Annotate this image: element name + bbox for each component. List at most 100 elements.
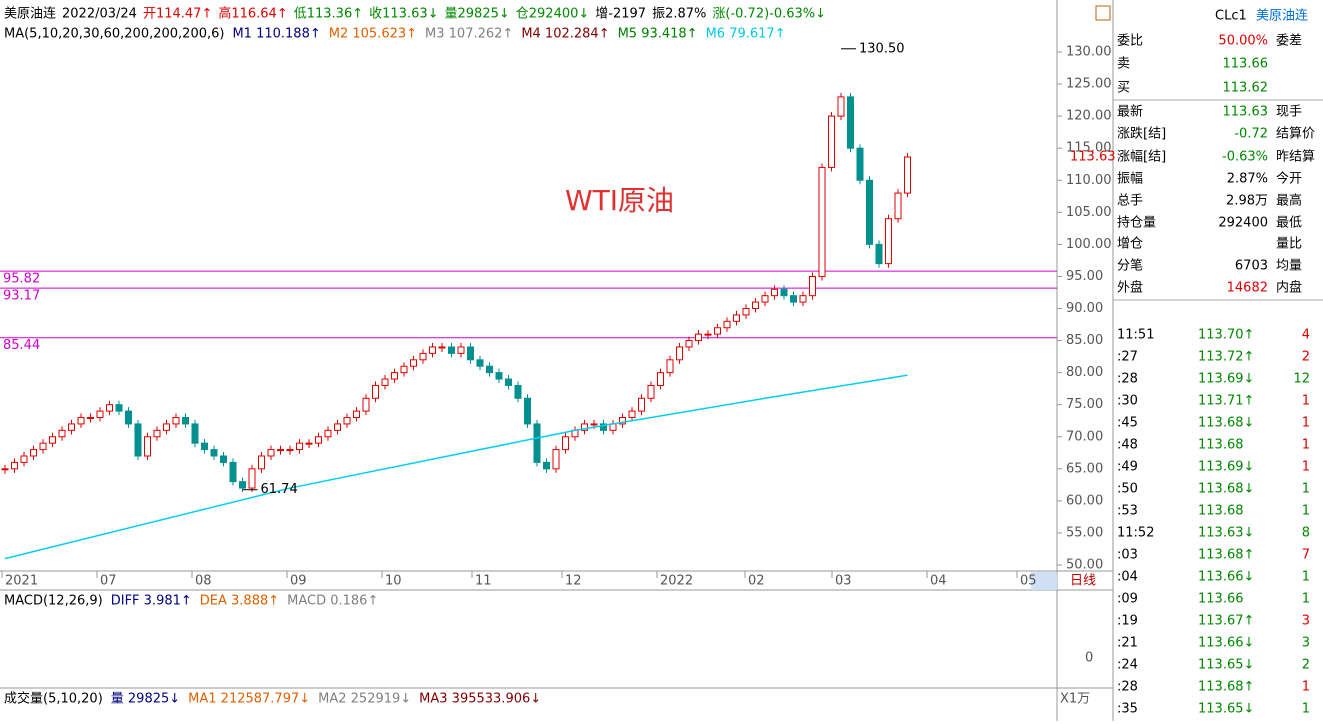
tick-time: :28 bbox=[1117, 680, 1138, 695]
tick-price: 113.70↑ bbox=[1198, 328, 1254, 343]
tick-price: 113.65↓ bbox=[1198, 702, 1254, 717]
row-right: 最高 bbox=[1276, 193, 1302, 209]
tick-price: 113.68↓ bbox=[1198, 416, 1254, 431]
row-value: -0.72 bbox=[1234, 127, 1268, 142]
candle bbox=[20, 455, 28, 463]
panel-name: 美原油连 bbox=[1256, 8, 1308, 24]
date-label: 02 bbox=[748, 574, 765, 589]
tick-price: 113.66 bbox=[1198, 592, 1244, 607]
candle bbox=[638, 397, 645, 412]
candle bbox=[324, 429, 332, 438]
tick-time: 11:51 bbox=[1117, 328, 1154, 343]
tick-price: 113.71↑ bbox=[1198, 394, 1254, 409]
header-text: M4 102.284↑ bbox=[521, 27, 609, 42]
row-right: 量比 bbox=[1276, 237, 1302, 252]
row-right: 结算价 bbox=[1276, 127, 1315, 142]
header-text: MA3 395533.906↓ bbox=[419, 692, 541, 707]
tick-time: :48 bbox=[1117, 438, 1138, 453]
y-tick-label: 65.00 bbox=[1066, 461, 1103, 476]
date-label: 09 bbox=[290, 574, 307, 589]
header-text: 开114.47↑ bbox=[143, 7, 212, 22]
tick-time: :03 bbox=[1117, 548, 1138, 563]
candle bbox=[229, 461, 237, 483]
candle bbox=[799, 295, 807, 303]
candle bbox=[258, 455, 265, 470]
level-label: 93.17 bbox=[3, 289, 40, 304]
row-label: 委比 bbox=[1117, 34, 1143, 49]
date-label: 2021 bbox=[5, 574, 38, 589]
candle bbox=[182, 417, 189, 425]
tick-volume: 1 bbox=[1302, 460, 1310, 475]
candle bbox=[875, 243, 883, 265]
candle bbox=[885, 218, 892, 265]
scroll-marker bbox=[1031, 572, 1057, 590]
header-text: 2022/03/24 bbox=[62, 7, 137, 22]
header-text: MA2 252919↓ bbox=[318, 692, 411, 707]
candle bbox=[267, 449, 275, 457]
tick-volume: 1 bbox=[1302, 438, 1310, 453]
tick-price: 113.68↑ bbox=[1198, 548, 1254, 563]
header-text: 高116.64↑ bbox=[218, 6, 287, 22]
y-tick-label: 60.00 bbox=[1066, 493, 1103, 508]
row-label: 卖 bbox=[1117, 57, 1130, 72]
candle bbox=[1, 468, 9, 471]
candle bbox=[125, 410, 132, 425]
y-tick-label: 100.00 bbox=[1066, 237, 1112, 252]
candle bbox=[191, 423, 199, 444]
tick-price: 113.68 bbox=[1198, 504, 1244, 519]
tick-time: :19 bbox=[1117, 614, 1138, 629]
tick-time: 11:52 bbox=[1117, 526, 1154, 541]
tick-time: :24 bbox=[1117, 658, 1138, 673]
row-label: 买 bbox=[1117, 81, 1130, 96]
row-value: 6703 bbox=[1235, 259, 1268, 274]
candle bbox=[286, 449, 294, 452]
annotation: WTI原油 bbox=[565, 184, 674, 217]
candle bbox=[144, 436, 151, 457]
header-text: MA1 212587.797↓ bbox=[188, 692, 310, 707]
candle bbox=[723, 320, 731, 329]
date-label: 08 bbox=[195, 574, 212, 589]
tick-time: :21 bbox=[1117, 636, 1138, 651]
tick-volume: 7 bbox=[1302, 548, 1310, 563]
candle bbox=[39, 442, 47, 451]
candle bbox=[809, 275, 816, 297]
row-right: 昨结算 bbox=[1276, 150, 1315, 165]
tick-price: 113.68 bbox=[1198, 438, 1244, 453]
candle bbox=[87, 417, 94, 420]
candle bbox=[486, 365, 493, 374]
header-text: 增-2197 bbox=[595, 7, 646, 22]
header-text: M5 93.418↑ bbox=[618, 27, 698, 42]
candle bbox=[628, 410, 636, 419]
row-label: 增仓 bbox=[1117, 237, 1143, 252]
tick-volume: 3 bbox=[1302, 614, 1310, 629]
tick-price: 113.66↓ bbox=[1198, 570, 1254, 585]
row-value: 14682 bbox=[1227, 281, 1268, 296]
tick-price: 113.66↓ bbox=[1198, 636, 1254, 651]
tick-price: 113.65↓ bbox=[1198, 658, 1254, 673]
ma200-line bbox=[4, 374, 908, 560]
header-text: DIFF 3.981↑ bbox=[111, 594, 192, 609]
date-label: 07 bbox=[100, 574, 117, 589]
window-button[interactable] bbox=[1095, 5, 1111, 21]
row-right: 现手 bbox=[1276, 105, 1302, 120]
row-value: 113.63 bbox=[1223, 105, 1269, 120]
y-tick-label: 75.00 bbox=[1066, 397, 1103, 412]
candle bbox=[647, 384, 655, 399]
date-label: 04 bbox=[930, 574, 947, 589]
tick-volume: 1 bbox=[1302, 394, 1310, 409]
candle bbox=[666, 359, 674, 374]
candle bbox=[438, 346, 446, 349]
candle bbox=[210, 449, 218, 457]
candle bbox=[296, 442, 303, 451]
y-tick-label: 95.00 bbox=[1066, 269, 1103, 284]
candle bbox=[334, 423, 341, 431]
tick-time: :49 bbox=[1117, 460, 1138, 475]
row-value: 113.66 bbox=[1223, 57, 1269, 72]
tick-price: 113.68↓ bbox=[1198, 482, 1254, 497]
candle bbox=[752, 301, 759, 309]
candle bbox=[419, 352, 427, 361]
date-label: 2022 bbox=[660, 574, 693, 589]
row-label: 外盘 bbox=[1117, 280, 1143, 296]
